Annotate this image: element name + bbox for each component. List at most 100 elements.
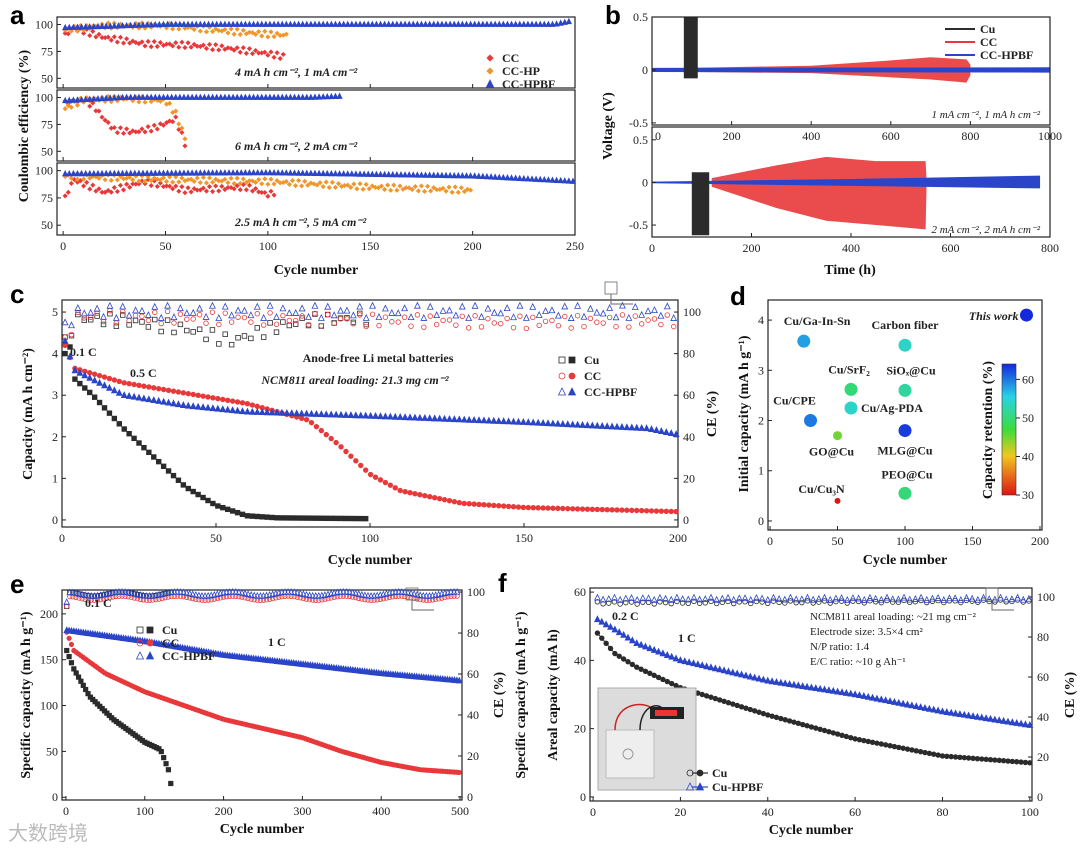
capacity-point xyxy=(673,682,679,689)
data-point xyxy=(348,184,354,190)
data-point xyxy=(142,43,148,49)
ce-point xyxy=(305,322,312,328)
capacity-point xyxy=(1000,758,1007,764)
capacity-point xyxy=(708,694,714,700)
data-point xyxy=(156,93,163,100)
data-point xyxy=(274,30,280,36)
capacity-point xyxy=(593,615,601,623)
capacity-point xyxy=(987,714,994,722)
capacity-point xyxy=(992,757,998,763)
capacity-point xyxy=(628,636,636,644)
data-point xyxy=(415,188,421,194)
ce-point xyxy=(151,302,159,310)
capacity-point xyxy=(229,406,237,414)
data-point xyxy=(194,43,200,49)
data-point xyxy=(537,20,544,27)
ce-point xyxy=(100,318,107,325)
ce-point xyxy=(684,595,692,603)
ce-point xyxy=(427,313,433,319)
capacity-point xyxy=(716,665,724,673)
ce-point xyxy=(100,312,107,320)
data-point xyxy=(107,22,114,29)
data-point xyxy=(352,20,360,27)
x-axis-label: Time (h) xyxy=(824,263,876,278)
capacity-point xyxy=(545,505,551,511)
data-point xyxy=(280,51,286,58)
data-point xyxy=(188,176,194,182)
data-point xyxy=(111,169,118,177)
data-point xyxy=(246,169,253,176)
data-point xyxy=(898,424,912,438)
capacity-point xyxy=(136,440,142,446)
ce-point xyxy=(312,310,318,317)
capacity-point xyxy=(882,696,890,704)
data-point xyxy=(231,186,237,192)
capacity-point xyxy=(68,641,75,648)
data-point xyxy=(117,34,124,40)
capacity-point xyxy=(625,659,631,665)
ce-point xyxy=(113,320,120,326)
ce-point xyxy=(355,590,363,597)
ce-point xyxy=(389,319,395,325)
ce-point xyxy=(453,322,459,328)
capacity-point xyxy=(759,675,767,683)
data-point xyxy=(307,169,315,176)
data-point xyxy=(213,169,220,176)
legend-label: Cu xyxy=(712,766,728,780)
data-point xyxy=(287,93,294,100)
capacity-point xyxy=(303,416,310,423)
capacity-point xyxy=(589,506,596,513)
ce-point xyxy=(662,594,670,602)
capacity-point xyxy=(505,503,512,510)
data-point xyxy=(152,93,159,100)
ce-point xyxy=(241,314,248,321)
data-point xyxy=(102,94,110,101)
capacity-point xyxy=(764,676,772,684)
data-point xyxy=(434,171,441,178)
data-point xyxy=(148,128,154,134)
data-point xyxy=(467,20,474,27)
data-point xyxy=(541,20,548,27)
condition-annotation: 2.5 mA h cm⁻², 5 mA cm⁻² xyxy=(234,215,367,229)
ce-point xyxy=(611,593,618,601)
data-point xyxy=(557,176,564,184)
data-point xyxy=(451,20,458,27)
data-point xyxy=(242,93,249,100)
capacity-point xyxy=(500,417,508,425)
data-point xyxy=(213,20,220,27)
ce-point xyxy=(184,327,190,334)
ce-point xyxy=(266,301,274,309)
data-point xyxy=(66,96,73,103)
data-point xyxy=(287,169,294,176)
ce-point xyxy=(87,308,95,316)
data-point xyxy=(160,169,167,176)
data-point xyxy=(123,93,130,100)
capacity-point xyxy=(156,385,162,392)
capacity-point xyxy=(323,431,329,438)
ce-point xyxy=(131,589,138,597)
capacity-point xyxy=(456,499,463,506)
cell-spec-annotation: E/C ratio: ~10 g Ah⁻¹ xyxy=(810,656,906,668)
ce-point xyxy=(536,322,542,329)
ce-point xyxy=(75,311,81,318)
ce-point xyxy=(713,595,721,603)
capacity-point xyxy=(87,389,93,396)
data-point xyxy=(205,93,212,100)
data-point xyxy=(315,93,323,100)
data-point xyxy=(142,178,148,184)
data-point xyxy=(455,20,462,27)
data-point xyxy=(299,93,306,100)
capacity-point xyxy=(1008,718,1016,726)
ce-point xyxy=(707,593,715,601)
data-point xyxy=(385,20,392,27)
panel-b: b0 200 400 600 800 1000-0.500.51 mA cm⁻², 1 m… xyxy=(601,0,1062,278)
ce-point xyxy=(94,313,100,319)
ce-point xyxy=(809,595,817,603)
capacity-point xyxy=(111,415,118,422)
capacity-point xyxy=(220,396,226,403)
data-point xyxy=(283,178,289,185)
data-point xyxy=(206,184,213,190)
capacity-point xyxy=(554,419,562,427)
data-point xyxy=(120,40,127,46)
ce-point xyxy=(260,313,268,321)
